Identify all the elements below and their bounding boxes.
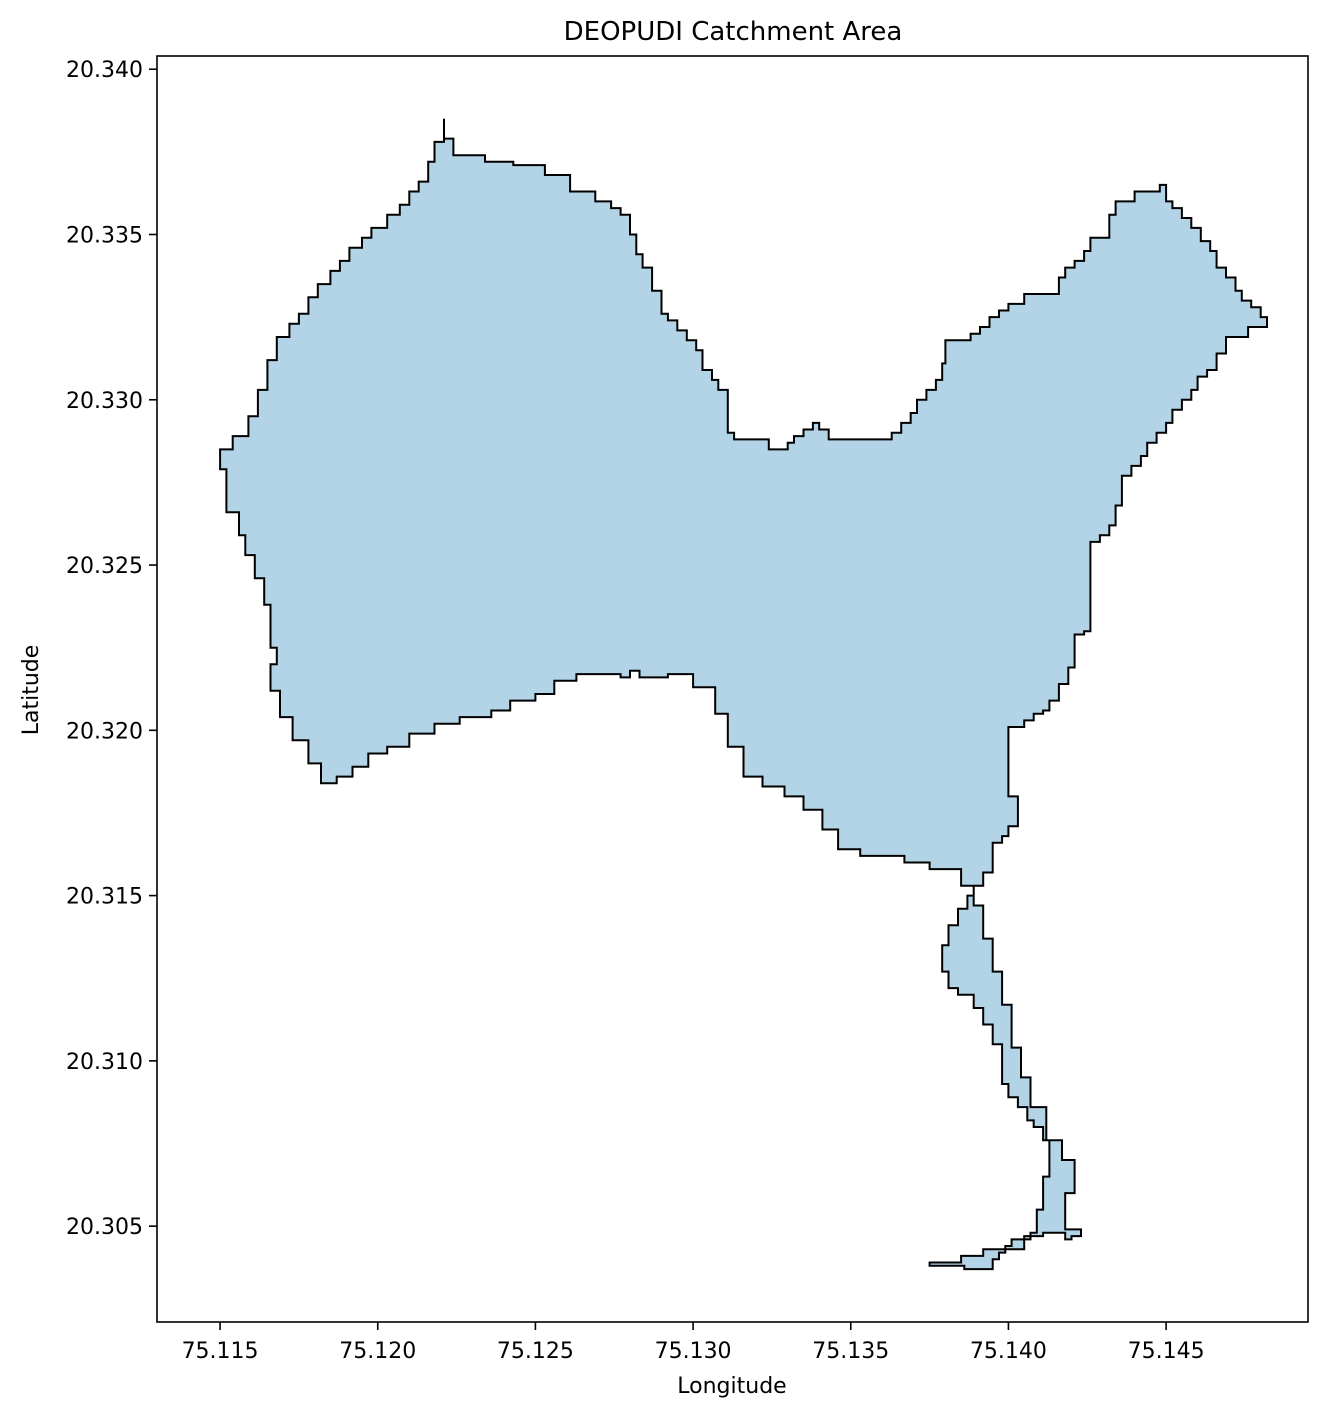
y-tick-label: 20.330 [66, 389, 143, 414]
x-tick-label: 75.145 [1128, 1339, 1205, 1364]
x-axis-label: Longitude [677, 1374, 786, 1399]
y-tick-label: 20.305 [66, 1215, 143, 1240]
y-axis: 20.305 20.310 20.315 20.320 20.325 20.330 20.3… [66, 58, 157, 1240]
y-tick-label: 20.310 [66, 1050, 143, 1075]
x-axis: 75.115 75.120 75.125 75.130 75.135 75.140 75.1… [182, 1322, 1205, 1364]
chart-title: DEOPUDI Catchment Area [564, 17, 903, 47]
x-tick-label: 75.130 [655, 1339, 732, 1364]
x-tick-label: 75.115 [182, 1339, 259, 1364]
x-tick-label: 75.140 [970, 1339, 1047, 1364]
y-tick-label: 20.335 [66, 223, 143, 248]
y-tick-label: 20.325 [66, 554, 143, 579]
y-tick-label: 20.340 [66, 58, 143, 83]
x-tick-label: 75.125 [497, 1339, 574, 1364]
plot-frame [156, 55, 1309, 1323]
y-axis-label: Latitude [19, 645, 44, 736]
catchment-polygon [219, 118, 1268, 1271]
y-tick-label: 20.315 [66, 885, 143, 910]
plot-area [219, 118, 1268, 1271]
y-tick-label: 20.320 [66, 719, 143, 744]
x-tick-label: 75.120 [339, 1339, 416, 1364]
x-tick-label: 75.135 [812, 1339, 889, 1364]
